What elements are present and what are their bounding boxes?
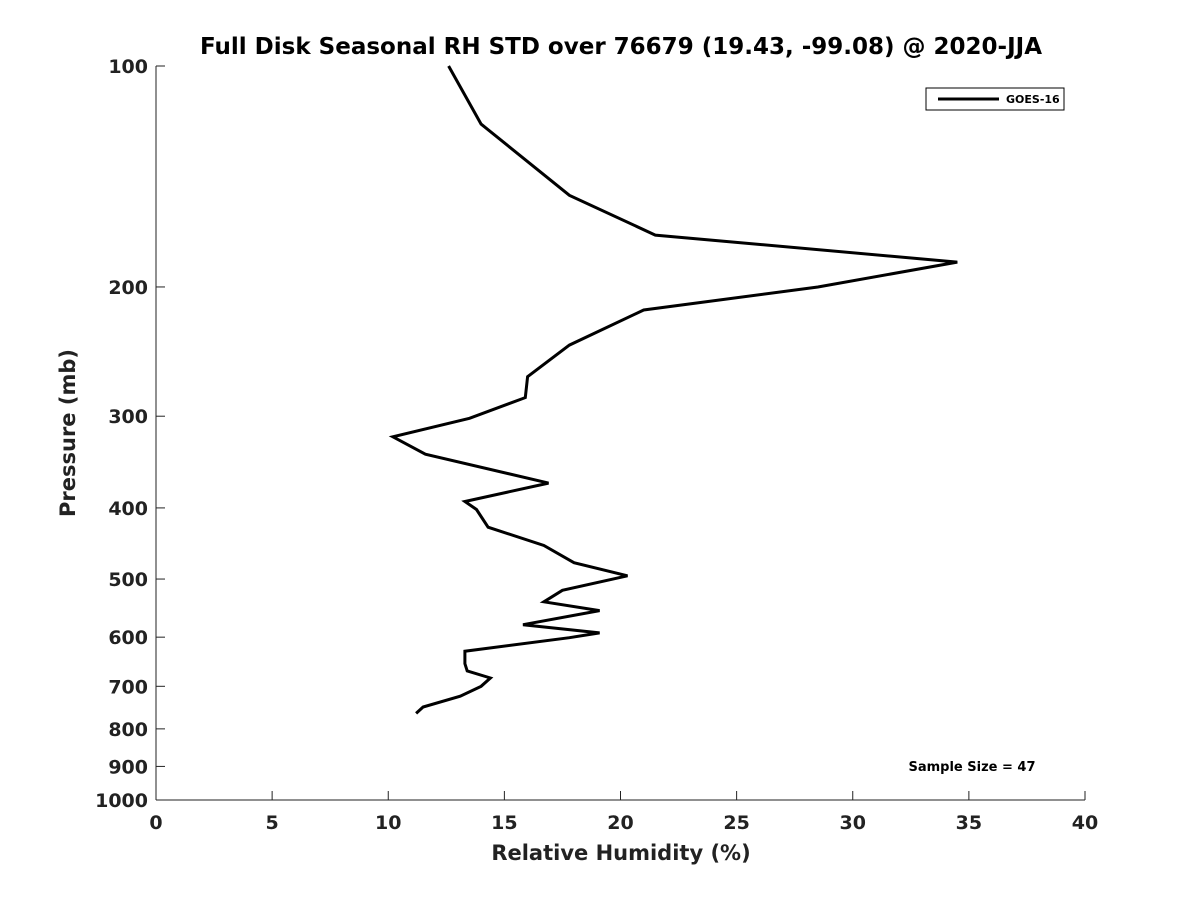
x-tick-label: 10	[375, 812, 401, 834]
y-tick-label: 300	[108, 406, 148, 428]
series-line-goes-16	[388, 65, 958, 715]
y-tick-label: 500	[108, 569, 148, 591]
y-tick-label: 800	[108, 719, 148, 741]
x-axis-label: Relative Humidity (%)	[491, 841, 750, 865]
y-tick-label: 100	[108, 56, 148, 78]
sample-size-annotation: Sample Size = 47	[908, 760, 1035, 775]
x-tick-label: 20	[607, 812, 633, 834]
y-tick-label: 400	[108, 498, 148, 520]
legend-label-goes-16: GOES-16	[1006, 93, 1060, 106]
y-tick-label: 600	[108, 627, 148, 649]
x-tick-label: 15	[491, 812, 517, 834]
x-tick-label: 5	[266, 812, 279, 834]
plot-area: 0 5 10 15 20 25 30 35 40 100 200 300 400 500 600 700 800…	[95, 56, 1098, 834]
chart-title: Full Disk Seasonal RH STD over 76679 (19…	[200, 34, 1042, 60]
y-tick-label: 700	[108, 676, 148, 698]
x-tick-label: 0	[149, 812, 162, 834]
x-tick-label: 40	[1072, 812, 1098, 834]
y-axis-label: Pressure (mb)	[56, 349, 80, 517]
x-tick-label: 25	[723, 812, 749, 834]
legend: GOES-16	[925, 87, 1065, 111]
y-tick-label: 200	[108, 277, 148, 299]
x-tick-label: 35	[956, 812, 982, 834]
y-tick-label: 1000	[95, 790, 148, 812]
y-tick-label: 900	[108, 756, 148, 778]
x-tick-label: 30	[840, 812, 866, 834]
